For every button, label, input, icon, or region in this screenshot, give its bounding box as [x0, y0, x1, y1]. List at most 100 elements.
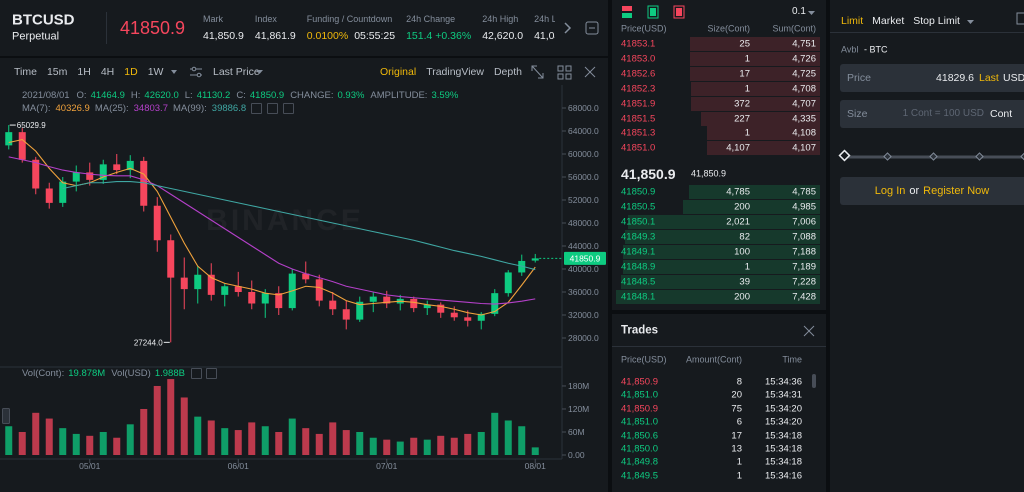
legend-value: 41130.2	[196, 90, 231, 101]
book-price[interactable]: 41853.0	[621, 53, 656, 65]
side-handle[interactable]	[2, 408, 10, 424]
login-button[interactable]	[840, 177, 1024, 205]
price-type[interactable]: Last Price	[213, 65, 260, 78]
stat-value-text: 41,042.1	[534, 30, 555, 42]
close-icon[interactable]	[584, 66, 596, 78]
interval-tab[interactable]: 4H	[100, 66, 115, 78]
scroll-arrow[interactable]	[564, 22, 572, 34]
depth-bar	[690, 81, 820, 96]
last-price-tag	[564, 251, 606, 265]
legend-eye-icon[interactable]	[251, 103, 263, 114]
trade-time: 15:34:31	[765, 389, 802, 401]
book-sum: 7,088	[792, 231, 816, 243]
size-slider[interactable]	[838, 148, 1024, 166]
size-input[interactable]	[840, 100, 1024, 128]
depth-bar	[707, 126, 820, 141]
book-price[interactable]: 41851.9	[621, 97, 656, 109]
book-price[interactable]: 41849.1	[621, 246, 656, 258]
register-link[interactable]: Register Now	[923, 185, 990, 197]
volume-legend: Vol(Cont): 19.878M Vol(USD) 1.988B	[22, 368, 217, 379]
book-price[interactable]: 41852.6	[621, 68, 656, 80]
order-tab[interactable]: Market	[872, 15, 905, 27]
book-price[interactable]: 41852.3	[621, 82, 656, 94]
size-unit[interactable]: Cont	[990, 107, 1013, 120]
book-price[interactable]: 41851.0	[621, 142, 656, 154]
interval-tab[interactable]: 1W	[147, 66, 164, 78]
candle-body	[207, 274, 215, 295]
view-tab[interactable]: TradingView	[426, 66, 484, 78]
symbol[interactable]: BTCUSD	[12, 11, 75, 29]
stat: 24h High 42,620.0	[482, 14, 523, 42]
book-size: 25	[739, 38, 750, 50]
login-link[interactable]: Log In	[874, 185, 906, 197]
book-asks-icon[interactable]	[673, 5, 685, 19]
order-tab[interactable]: Limit	[841, 15, 864, 27]
book-price[interactable]: 41853.1	[621, 38, 656, 50]
tick-size[interactable]: 0.1	[792, 6, 806, 17]
book-bids-icon[interactable]	[647, 5, 659, 19]
stat-value-text: 41,850.9	[203, 30, 244, 42]
book-price[interactable]: 41851.3	[621, 127, 656, 139]
book-price[interactable]: 41850.1	[621, 216, 656, 228]
trade-price: 41,850.9	[621, 376, 658, 388]
book-price[interactable]: 41848.1	[621, 291, 656, 303]
legend-gear-icon[interactable]	[205, 368, 217, 379]
more-intervals[interactable]	[171, 70, 177, 74]
volume-bar	[153, 385, 161, 455]
book-sum: 4,785	[792, 186, 816, 198]
column-header: Price(USD)	[621, 23, 667, 34]
book-price[interactable]: 41849.3	[621, 231, 656, 243]
book-price[interactable]: 41848.5	[621, 276, 656, 288]
depth-bar	[690, 51, 820, 66]
fullscreen-icon[interactable]	[531, 65, 544, 79]
depth-bar	[622, 260, 820, 274]
stat-value-text: 151.4 +0.36%	[406, 30, 472, 42]
book-both-icon[interactable]	[622, 6, 632, 18]
volume-legend-value: 19.878M	[68, 368, 106, 379]
interval-tab[interactable]: 1H	[77, 66, 91, 78]
book-sum: 4,335	[792, 112, 816, 124]
view-tab[interactable]: Original	[380, 66, 417, 78]
volume-bar	[86, 435, 94, 455]
stat-value-text: 0.0100%	[306, 30, 349, 42]
order-tab[interactable]: Stop Limit	[913, 15, 960, 27]
trade-price: 41,851.0	[621, 416, 658, 428]
interval-tab[interactable]: 15m	[46, 66, 68, 78]
book-sum: 7,188	[792, 246, 816, 258]
volume-bar	[315, 433, 323, 455]
trades-close[interactable]	[802, 324, 816, 338]
trade-price: 41,850.0	[621, 443, 658, 455]
legend-gear-icon[interactable]	[267, 103, 279, 114]
legend-date: 2021/08/01	[22, 90, 70, 101]
view-tab[interactable]: Depth	[493, 66, 522, 78]
legend-close-icon[interactable]	[283, 103, 295, 114]
book-price[interactable]: 41850.9	[621, 186, 656, 198]
header-icons	[564, 21, 599, 35]
volume-legend-key: Vol(USD)	[111, 368, 151, 379]
stat-value: 42,620.0	[482, 30, 523, 42]
interval-tab[interactable]: 1D	[124, 66, 138, 78]
login-or: or	[909, 185, 920, 197]
depth-bar	[700, 111, 820, 126]
book-sum: 4,985	[792, 201, 816, 213]
legend-value: 34803.7	[133, 103, 168, 114]
indicator-icon[interactable]	[190, 66, 202, 78]
settings-icon[interactable]	[585, 21, 599, 35]
depth-bar	[690, 96, 820, 111]
size-placeholder: 1 Cont = 100 USD	[902, 108, 984, 119]
calculator-icon[interactable]	[1016, 12, 1024, 26]
book-price[interactable]: 41851.5	[621, 112, 656, 124]
book-sum: 7,228	[792, 276, 816, 288]
layout-icon[interactable]	[557, 65, 572, 80]
volume-bar	[531, 447, 539, 455]
trade-time: 15:34:18	[765, 456, 802, 468]
book-price[interactable]: 41850.5	[621, 201, 656, 213]
price-input[interactable]	[840, 64, 1024, 92]
candle-body	[86, 172, 94, 180]
interval-tab[interactable]: Time	[14, 66, 37, 78]
legend-eye-icon[interactable]	[190, 368, 202, 379]
book-price[interactable]: 41848.9	[621, 261, 656, 273]
login-text: Log In or Register Now	[840, 177, 1024, 205]
scrollbar[interactable]	[812, 374, 816, 388]
volume-bar	[207, 420, 215, 455]
